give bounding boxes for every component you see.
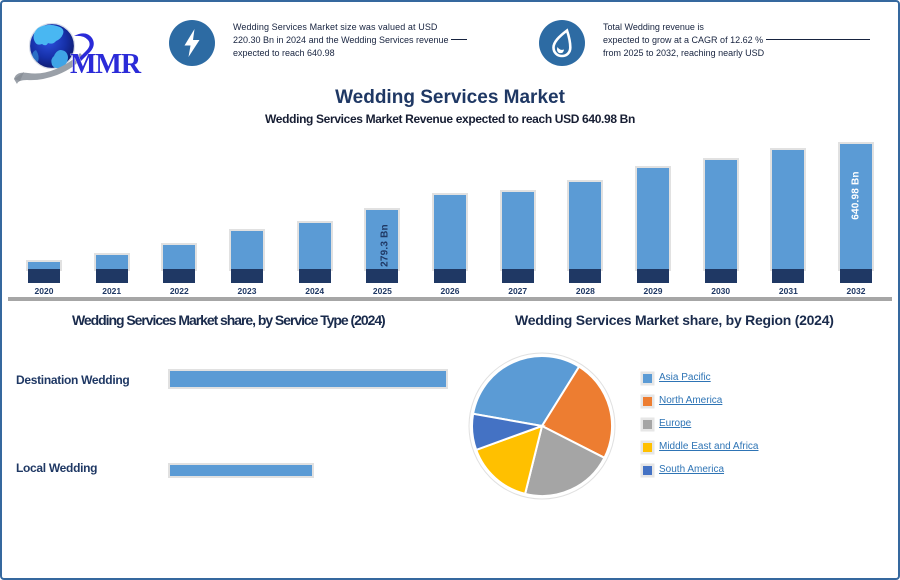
svg-text:MMR: MMR: [70, 49, 142, 80]
